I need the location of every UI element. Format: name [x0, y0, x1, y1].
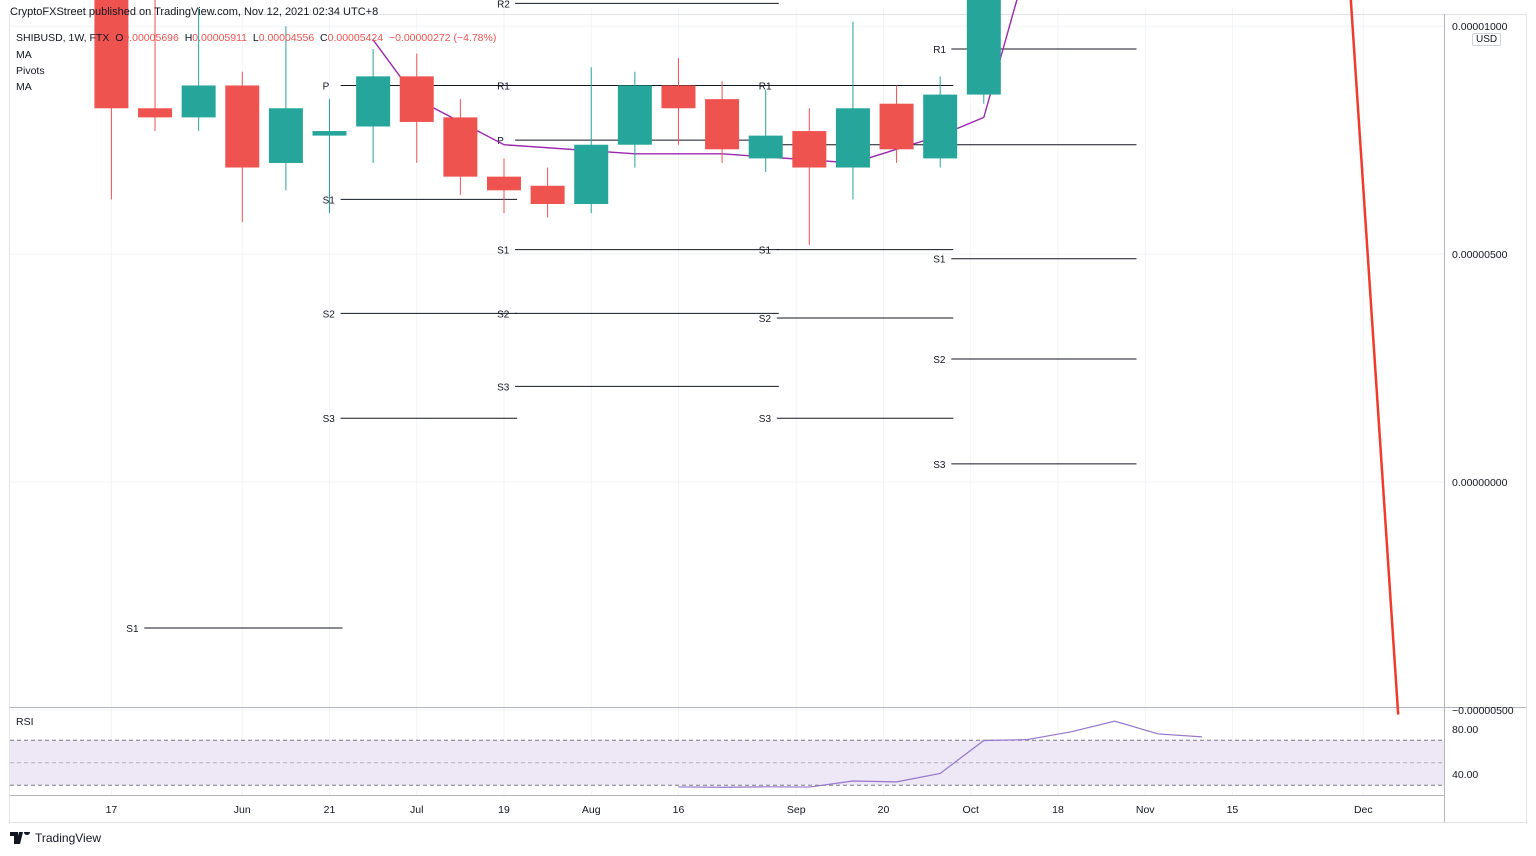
time-tick-label: Dec	[1354, 804, 1373, 816]
rsi-tick-label: 40.00	[1452, 769, 1478, 781]
candle-body	[880, 104, 914, 150]
brand-label: TradingView	[35, 831, 101, 845]
pivot-label: S1	[497, 246, 510, 257]
pivot-label: S1	[323, 195, 336, 206]
candle-body	[443, 117, 477, 176]
time-tick-label: 19	[498, 804, 510, 816]
candle-body	[531, 186, 565, 204]
pivot-label: R1	[497, 81, 510, 92]
pivot-label: S1	[759, 246, 772, 257]
time-tick-label: Aug	[582, 804, 601, 816]
candle-body	[661, 85, 695, 108]
candle-body	[923, 95, 957, 159]
time-tick-label: Nov	[1136, 804, 1155, 816]
candle-body	[225, 85, 259, 167]
candle-body	[792, 131, 826, 167]
high-value: 0.00005911	[192, 32, 247, 44]
rsi-title: RSI	[16, 716, 34, 728]
ohlc-legend: SHIBUSD, 1W, FTX O0.00005696 H0.00005911…	[16, 32, 496, 44]
candle-body	[269, 108, 303, 163]
candle-body	[967, 0, 1001, 95]
price-tick-label: 0.00001000	[1452, 21, 1508, 33]
candle-body	[356, 76, 390, 126]
close-label: C	[320, 32, 328, 44]
time-tick-label: Sep	[787, 804, 806, 816]
price-tick-label: 0.00000500	[1452, 249, 1508, 261]
indicator-pivots[interactable]: Pivots	[16, 65, 45, 77]
published-header: CryptoFXStreet published on TradingView.…	[10, 6, 378, 18]
pivot-label: S3	[323, 414, 336, 425]
tradingview-logo-icon	[10, 832, 30, 844]
pivot-label: S1	[933, 255, 946, 266]
time-tick-label: Jun	[234, 804, 251, 816]
candle-body	[618, 85, 652, 144]
price-tick-label: −0.00000500	[1452, 705, 1514, 717]
pivot-label: S3	[759, 414, 772, 425]
pivot-label: S3	[933, 460, 946, 471]
time-tick-label: 16	[673, 804, 685, 816]
time-tick-label: 21	[324, 804, 336, 816]
change-value: −0.00000272 (−4.78%)	[389, 32, 496, 44]
candle-body	[182, 85, 216, 117]
indicator-ma-2[interactable]: MA	[16, 81, 32, 93]
pivot-label: R1	[933, 45, 946, 56]
candle-body	[138, 108, 172, 117]
candle-body	[574, 145, 608, 204]
pivot-label: S2	[323, 309, 336, 320]
time-tick-label: 20	[878, 804, 890, 816]
time-tick-label: 17	[106, 804, 118, 816]
time-tick-label: 18	[1052, 804, 1064, 816]
time-tick-label: Jul	[410, 804, 423, 816]
symbol-label[interactable]: SHIBUSD, 1W, FTX	[16, 32, 109, 44]
candle-body	[487, 177, 521, 191]
time-tick-label: 15	[1227, 804, 1239, 816]
currency-label[interactable]: USD	[1472, 33, 1501, 46]
close-value: 0.00005424	[328, 32, 383, 44]
pivot-label: P	[323, 81, 330, 92]
candle-body	[705, 99, 739, 149]
candle-body	[749, 136, 783, 159]
tradingview-brand[interactable]: TradingView	[10, 831, 101, 845]
pivot-label: S3	[497, 382, 510, 393]
price-tick-label: 0.00000000	[1452, 477, 1508, 489]
indicator-ma-1[interactable]: MA	[16, 49, 32, 61]
pivot-label: S1	[126, 624, 139, 635]
rsi-tick-label: 80.00	[1452, 724, 1478, 736]
candle-body	[400, 76, 434, 122]
pivot-label: S2	[933, 355, 946, 366]
time-tick-label: Oct	[963, 804, 979, 816]
low-value: 0.00004556	[259, 32, 314, 44]
pivot-label: R2	[497, 0, 510, 10]
open-value: 0.00005696	[123, 32, 178, 44]
trendline-down	[1115, 0, 1399, 715]
candle-body	[836, 108, 870, 167]
candle-body	[313, 131, 347, 136]
pivot-label: S2	[497, 309, 510, 320]
pivot-label: S2	[759, 314, 772, 325]
